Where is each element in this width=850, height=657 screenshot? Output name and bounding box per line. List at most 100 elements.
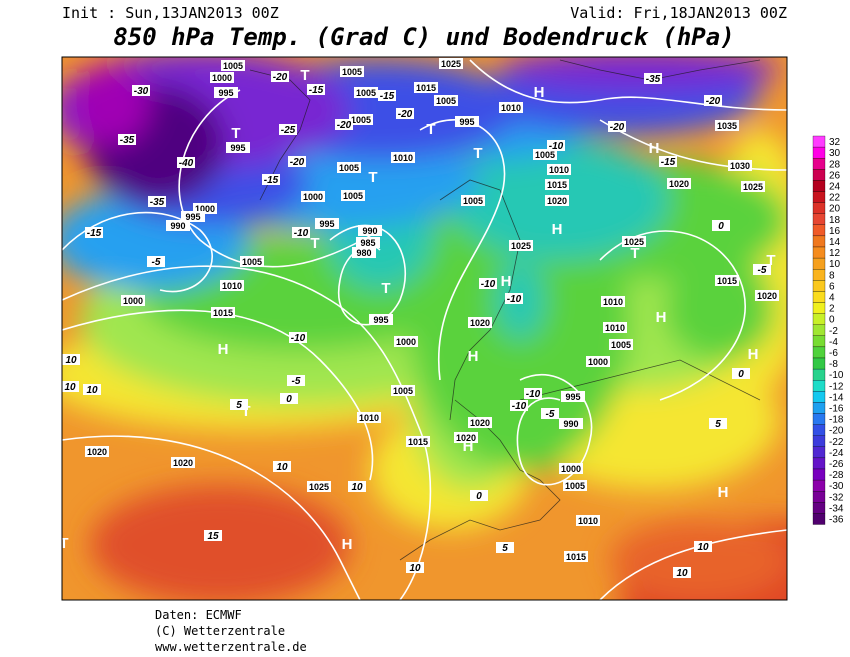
temperature-label: 5 [715, 419, 721, 430]
isobar-label-box [414, 82, 438, 93]
legend-swatch [812, 257, 826, 270]
legend-swatch [812, 235, 826, 248]
temperature-label: -20 [273, 72, 288, 83]
isobar-label: 1020 [87, 447, 107, 457]
legend-label: -8 [829, 359, 838, 370]
temperature-label: 10 [276, 462, 288, 473]
color-legend: 32302826242220181614121086420-2-4-6-8-10… [812, 135, 844, 525]
isobar-label: 1025 [309, 482, 329, 492]
temperature-label-box [132, 85, 150, 96]
temperature-label-box [335, 119, 353, 130]
isobar-label: 1010 [549, 165, 569, 175]
temperature-label-box [541, 408, 559, 419]
isobar-label: 1005 [436, 96, 456, 106]
temperature-label: -15 [87, 228, 102, 239]
legend-label: -32 [829, 492, 844, 503]
isobar-label: 1005 [611, 340, 631, 350]
isobar-label: 1025 [743, 182, 763, 192]
isobar-label: 1000 [123, 296, 143, 306]
isobar-label: 1025 [624, 237, 644, 247]
isobar-label: 1000 [212, 73, 232, 83]
legend-label: -24 [829, 448, 844, 459]
isobar-label: 1030 [730, 161, 750, 171]
isobar-label: 1005 [351, 115, 371, 125]
isobar-label-box [171, 457, 195, 468]
temperature-label: -35 [646, 74, 661, 85]
temperature-label: -20 [337, 120, 352, 131]
isobar-label: 995 [373, 315, 388, 325]
temperature-label: 10 [409, 563, 421, 574]
temperature-label: -15 [380, 91, 395, 102]
legend-swatch [812, 491, 826, 503]
temperature-label: -10 [291, 333, 306, 344]
pressure-center: T [630, 245, 639, 262]
isobar-label-box [337, 162, 361, 173]
isobar-label: 1005 [356, 88, 376, 98]
isobar-label: 1015 [416, 83, 436, 93]
isobar-label-box [601, 296, 625, 307]
temperature-label: -10 [507, 294, 522, 305]
isobar-label: 1015 [408, 437, 428, 447]
temperature-label: 10 [86, 385, 98, 396]
isobar-label-box [545, 195, 569, 206]
pressure-center: H [649, 140, 660, 157]
temperature-label: 0 [718, 221, 724, 232]
isobar-label: 995 [230, 143, 245, 153]
pressure-center: H [656, 309, 667, 326]
temperature-label-box [287, 375, 305, 386]
temperature-label: 15 [207, 531, 219, 542]
isobar-label: 1020 [456, 433, 476, 443]
website: www.wetterzentrale.de [155, 640, 307, 654]
isobar-label: 1010 [359, 413, 379, 423]
isobar-label-box [547, 164, 571, 175]
isobar-label: 995 [185, 212, 200, 222]
temperature-label: -5 [758, 265, 767, 276]
temperature-label-box [524, 388, 542, 399]
temperature-label: -10 [294, 228, 309, 239]
isobar-label: 1020 [547, 196, 567, 206]
isobar-label-box [85, 446, 109, 457]
temperature-label: -10 [481, 279, 496, 290]
legend-label: 28 [829, 159, 841, 170]
isobar-label: 995 [459, 117, 474, 127]
isobar-label-box [622, 236, 646, 247]
temperature-label-box [608, 121, 626, 132]
pressure-center: T [300, 67, 309, 84]
isobar-label: 1020 [470, 318, 490, 328]
isobar-label-box [755, 290, 779, 301]
isobar-label: 1000 [396, 337, 416, 347]
isobar-label-box [210, 72, 234, 83]
temperature-label-box [496, 542, 514, 553]
isobar-label-box [461, 195, 485, 206]
legend-label: -22 [829, 437, 844, 448]
isobar-label-box [455, 116, 479, 127]
temperature-label: 10 [676, 568, 688, 579]
temperature-label: -5 [546, 409, 555, 420]
isobar-label: 1020 [757, 291, 777, 301]
isobar-label: 1005 [565, 481, 585, 491]
map-title: 850 hPa Temp. (Grad C) und Bodendruck (h… [113, 23, 734, 51]
legend-swatch [812, 435, 826, 447]
legend-swatch [812, 468, 826, 481]
legend-label: -28 [829, 470, 844, 481]
temperature-label: -40 [179, 158, 194, 169]
isobar-label-box [468, 417, 492, 428]
temperature-label: -15 [264, 175, 279, 186]
isobar-label-box [211, 307, 235, 318]
isobar-label: 985 [360, 238, 375, 248]
isobar-label: 1005 [223, 61, 243, 71]
temperature-label-box [673, 567, 691, 578]
isobar-label: 1010 [501, 103, 521, 113]
isobar-label-box [509, 240, 533, 251]
isobar-label-box [358, 225, 382, 236]
temperature-label-box [470, 490, 488, 501]
isobar-label-box [220, 280, 244, 291]
isobar-label-box [166, 220, 190, 231]
isobar-label-box [340, 66, 364, 77]
temperature-label-box [83, 384, 101, 395]
copyright: (C) Wetterzentrale [155, 624, 285, 638]
temperature-label-box [280, 393, 298, 404]
legend-label: 16 [829, 226, 841, 237]
temperature-label: -15 [309, 85, 324, 96]
legend-swatch [812, 413, 826, 425]
